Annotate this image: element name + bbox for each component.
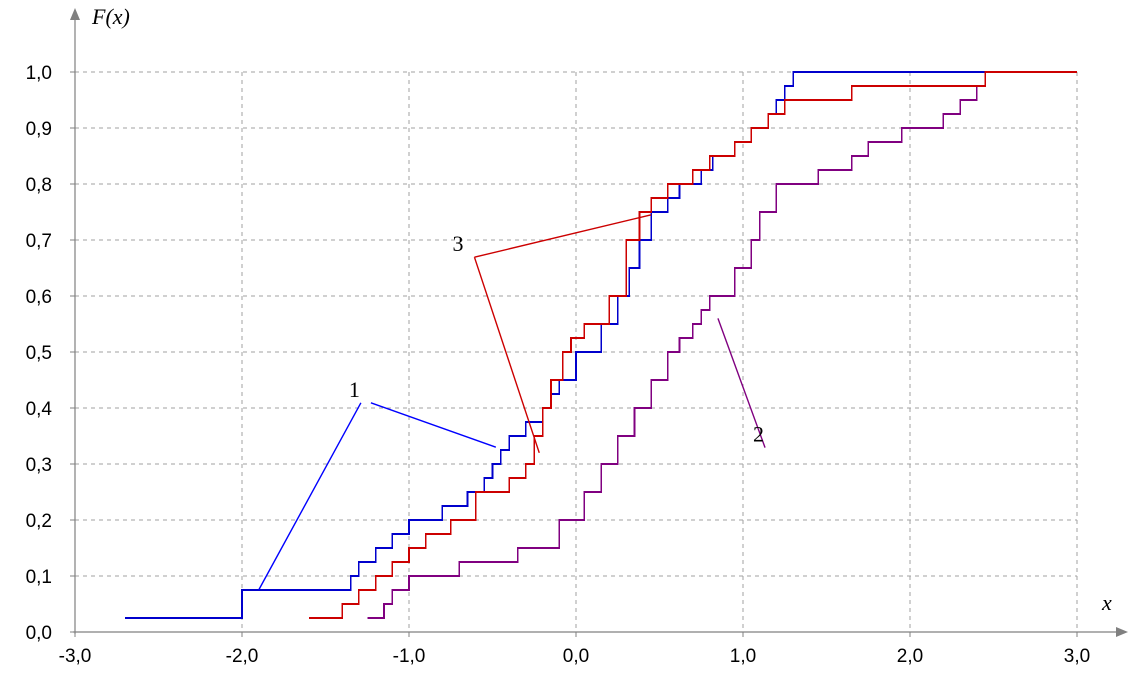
annotation-leader-1 [370, 402, 497, 448]
y-tick-label: 0,6 [26, 287, 52, 308]
series-2-line [367, 71, 1077, 619]
x-tick-label: 2,0 [897, 646, 923, 667]
x-tick-label: -3,0 [59, 646, 92, 667]
y-axis-arrow [70, 8, 80, 20]
annotation-leader-3 [474, 214, 652, 258]
series-3-line [308, 71, 1077, 619]
axes [70, 8, 1128, 637]
x-tick-label: 0,0 [563, 646, 589, 667]
y-tick-label: 0,0 [26, 623, 52, 644]
x-tick-label: 1,0 [730, 646, 756, 667]
y-tick-label: 0,2 [26, 511, 52, 532]
annotation-label-2: 2 [753, 422, 764, 447]
annotation-leader-3 [473, 256, 540, 454]
annotation-label-1: 1 [349, 377, 360, 402]
y-tick-label: 0,8 [26, 175, 52, 196]
y-tick-label: 0,9 [26, 119, 52, 140]
series-lines [125, 71, 1077, 619]
y-tick-label: 0,4 [26, 399, 53, 420]
y-tick-label: 0,7 [26, 231, 52, 252]
x-tick-label: -1,0 [393, 646, 426, 667]
annotation-leader-2 [717, 318, 766, 448]
y-tick-label: 1,0 [26, 63, 52, 84]
tick-labels: -3,0 -2,0 -1,0 0,0 1,0 2,0 3,0 0,0 0,1 0,2 0,3 0,4 0… [26, 63, 1091, 667]
series-1-line [125, 71, 1077, 619]
y-axis-title: F(x) [91, 4, 130, 29]
x-tick-label: -2,0 [226, 646, 259, 667]
x-axis-title: x [1101, 590, 1112, 615]
y-tick-label: 0,1 [26, 567, 52, 588]
annotation-leader-1 [258, 402, 362, 591]
y-tick-label: 0,5 [26, 343, 52, 364]
y-tick-label: 0,3 [26, 455, 52, 476]
x-axis-arrow [1116, 627, 1128, 637]
annotation-label-3: 3 [452, 231, 463, 256]
annotations: 1 2 3 [258, 214, 766, 591]
x-tick-label: 3,0 [1064, 646, 1090, 667]
grid [75, 71, 1078, 632]
